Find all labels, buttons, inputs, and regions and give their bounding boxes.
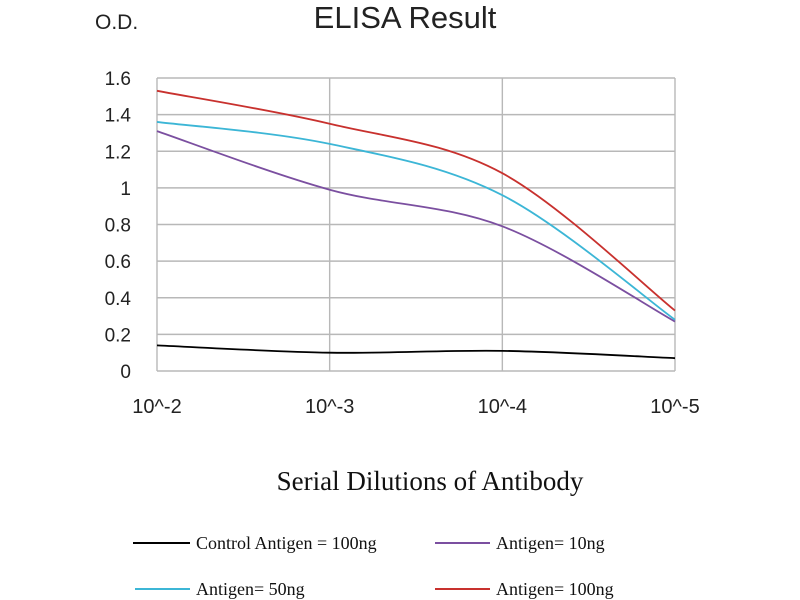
series-line-1	[156, 130, 676, 323]
legend-label: Control Antigen = 100ng	[196, 533, 377, 553]
y-tick-label: 0.6	[105, 252, 131, 273]
series-line-3	[156, 89, 676, 312]
y-tick-label: 0	[120, 362, 131, 383]
y-tick-label: 1.4	[105, 106, 132, 127]
legend: Control Antigen = 100ng Antigen= 10ng Anti…	[133, 533, 614, 599]
chart-title: ELISA Result	[314, 0, 497, 35]
x-tick-label: 10^-4	[478, 396, 527, 418]
series-lines	[156, 89, 676, 360]
series-line-0	[156, 344, 676, 360]
legend-item: Antigen= 10ng	[435, 533, 605, 553]
y-tick-label: 0.2	[105, 325, 131, 346]
x-axis-label: Serial Dilutions of Antibody	[277, 466, 584, 496]
x-tick-label: 10^-3	[305, 396, 354, 418]
series-line-2	[156, 121, 676, 321]
gridlines	[156, 77, 676, 372]
y-axis-label: O.D.	[95, 11, 138, 34]
legend-item: Control Antigen = 100ng	[133, 533, 377, 553]
legend-item: Antigen= 100ng	[435, 579, 614, 599]
y-tick-label: 0.4	[105, 289, 132, 310]
legend-label: Antigen= 10ng	[496, 533, 605, 553]
y-tick-label: 1.2	[105, 142, 131, 163]
y-tick-label: 0.8	[105, 216, 131, 237]
legend-label: Antigen= 100ng	[496, 579, 614, 599]
x-tick-labels: 10^-2 10^-3 10^-4 10^-5	[132, 396, 699, 418]
y-tick-labels: 0 0.2 0.4 0.6 0.8 1 1.2 1.4 1.6	[105, 69, 132, 383]
y-tick-label: 1.6	[105, 69, 131, 90]
legend-label: Antigen= 50ng	[196, 579, 305, 599]
x-tick-label: 10^-5	[650, 396, 699, 418]
legend-item: Antigen= 50ng	[135, 579, 305, 599]
y-tick-label: 1	[120, 179, 131, 200]
x-tick-label: 10^-2	[132, 396, 181, 418]
